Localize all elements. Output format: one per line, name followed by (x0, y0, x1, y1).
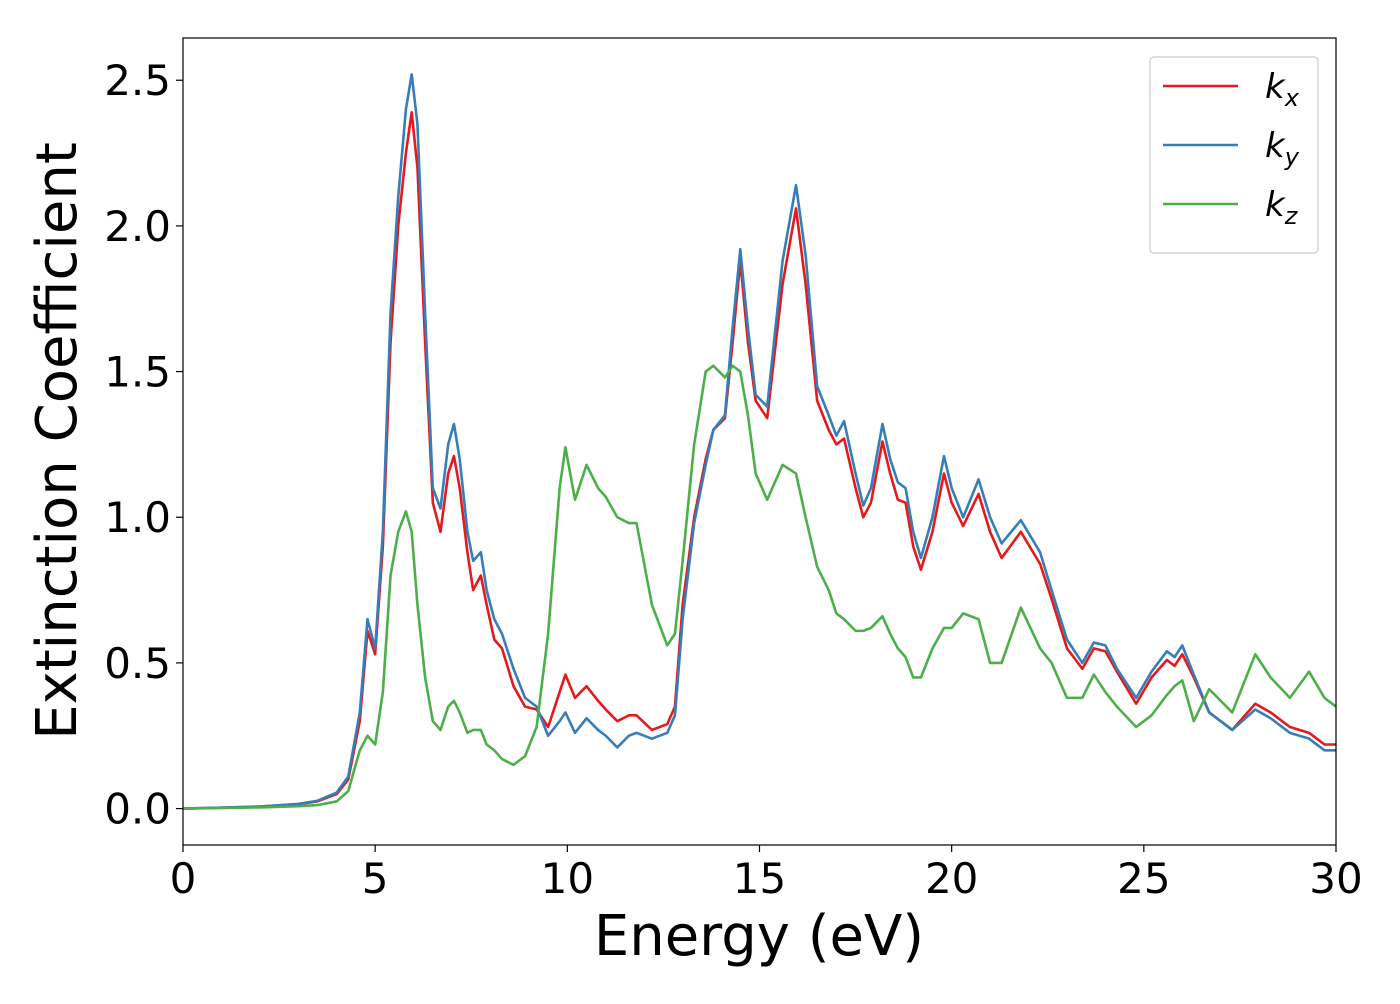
x-tick-label: 25 (1117, 854, 1170, 903)
series-line (183, 364, 1336, 810)
y-tick-label: 0.5 (104, 639, 171, 688)
x-tick-label: 5 (362, 854, 389, 903)
legend-label: kz (1265, 185, 1299, 230)
legend-label: kx (1265, 67, 1300, 112)
y-axis-label: Extinction Coefficient (25, 142, 90, 740)
x-tick-label: 0 (170, 854, 197, 903)
series-line (183, 73, 1336, 810)
x-tick-label: 30 (1309, 854, 1362, 903)
y-tick-label: 1.5 (104, 348, 171, 397)
legend: kx ky kz (1149, 56, 1319, 254)
x-axis-label: Energy (eV) (594, 904, 924, 969)
legend-label: ky (1265, 126, 1300, 171)
x-tick-label: 20 (925, 854, 978, 903)
y-tick-label: 0.0 (104, 785, 171, 834)
y-tick-label: 1.0 (104, 493, 171, 542)
x-tick-label: 15 (733, 854, 786, 903)
y-tick-label: 2.5 (104, 56, 171, 105)
y-tick-label: 2.0 (104, 202, 171, 251)
x-tick-label: 10 (541, 854, 594, 903)
